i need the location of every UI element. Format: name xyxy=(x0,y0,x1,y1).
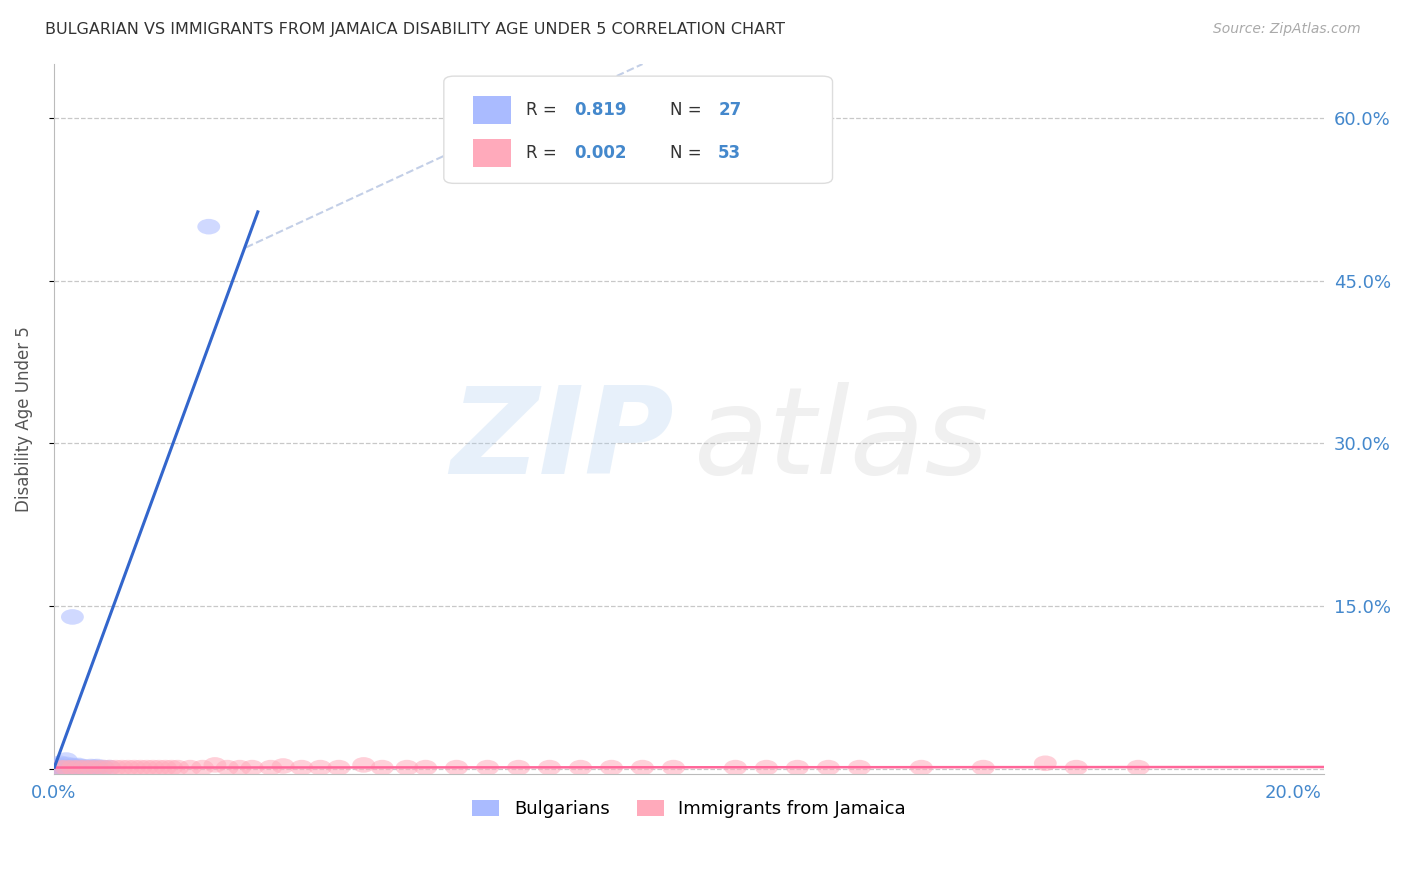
FancyBboxPatch shape xyxy=(472,138,512,167)
Ellipse shape xyxy=(972,760,995,775)
Y-axis label: Disability Age Under 5: Disability Age Under 5 xyxy=(15,326,32,512)
Ellipse shape xyxy=(80,759,103,774)
Ellipse shape xyxy=(129,760,152,775)
Ellipse shape xyxy=(60,609,84,624)
Text: N =: N = xyxy=(669,144,707,161)
Text: 0.819: 0.819 xyxy=(575,101,627,120)
Ellipse shape xyxy=(55,756,77,772)
Ellipse shape xyxy=(104,760,127,775)
Ellipse shape xyxy=(166,760,190,775)
Ellipse shape xyxy=(73,760,96,775)
Ellipse shape xyxy=(1126,760,1150,775)
Ellipse shape xyxy=(80,760,103,775)
Ellipse shape xyxy=(67,759,90,774)
Ellipse shape xyxy=(55,759,77,775)
Ellipse shape xyxy=(786,760,808,775)
Ellipse shape xyxy=(600,760,623,775)
Text: 53: 53 xyxy=(718,144,741,161)
Ellipse shape xyxy=(197,219,221,235)
Ellipse shape xyxy=(52,760,75,775)
Text: R =: R = xyxy=(526,144,562,161)
Ellipse shape xyxy=(160,760,183,775)
Ellipse shape xyxy=(328,760,350,775)
Ellipse shape xyxy=(98,760,121,775)
Ellipse shape xyxy=(724,760,747,775)
Ellipse shape xyxy=(271,758,294,773)
Text: 0.002: 0.002 xyxy=(575,144,627,161)
Ellipse shape xyxy=(217,760,239,775)
Ellipse shape xyxy=(1064,760,1088,775)
Ellipse shape xyxy=(49,757,72,773)
Ellipse shape xyxy=(91,760,115,775)
Ellipse shape xyxy=(290,760,314,775)
Ellipse shape xyxy=(67,757,90,773)
Ellipse shape xyxy=(86,759,108,774)
FancyBboxPatch shape xyxy=(444,76,832,184)
Ellipse shape xyxy=(569,760,592,775)
Text: 27: 27 xyxy=(718,101,741,120)
Ellipse shape xyxy=(49,760,72,775)
Ellipse shape xyxy=(55,752,77,768)
Ellipse shape xyxy=(153,760,177,775)
Ellipse shape xyxy=(910,760,932,775)
Ellipse shape xyxy=(60,760,84,775)
Ellipse shape xyxy=(135,760,159,775)
Ellipse shape xyxy=(817,760,839,775)
Ellipse shape xyxy=(1033,756,1057,771)
Ellipse shape xyxy=(45,759,69,774)
Ellipse shape xyxy=(86,760,108,775)
Ellipse shape xyxy=(122,760,146,775)
Ellipse shape xyxy=(508,760,530,775)
Ellipse shape xyxy=(191,760,214,775)
Ellipse shape xyxy=(98,760,121,775)
Ellipse shape xyxy=(55,760,77,775)
Text: ZIP: ZIP xyxy=(450,382,673,499)
Ellipse shape xyxy=(60,759,84,774)
Ellipse shape xyxy=(179,760,201,775)
Ellipse shape xyxy=(60,757,84,773)
Ellipse shape xyxy=(228,760,252,775)
Ellipse shape xyxy=(240,760,263,775)
Ellipse shape xyxy=(86,760,108,775)
Ellipse shape xyxy=(631,760,654,775)
Ellipse shape xyxy=(848,760,870,775)
Ellipse shape xyxy=(55,760,77,775)
Ellipse shape xyxy=(755,760,778,775)
Legend: Bulgarians, Immigrants from Jamaica: Bulgarians, Immigrants from Jamaica xyxy=(465,793,912,825)
Ellipse shape xyxy=(446,760,468,775)
Text: R =: R = xyxy=(526,101,562,120)
Ellipse shape xyxy=(60,760,84,775)
Ellipse shape xyxy=(80,760,103,775)
Ellipse shape xyxy=(148,760,170,775)
Text: atlas: atlas xyxy=(693,382,988,499)
Text: N =: N = xyxy=(669,101,707,120)
Ellipse shape xyxy=(117,760,139,775)
Ellipse shape xyxy=(204,757,226,772)
Ellipse shape xyxy=(477,760,499,775)
Ellipse shape xyxy=(142,760,165,775)
FancyBboxPatch shape xyxy=(472,96,512,124)
Ellipse shape xyxy=(111,760,134,775)
Ellipse shape xyxy=(353,757,375,772)
Ellipse shape xyxy=(538,760,561,775)
Ellipse shape xyxy=(259,760,283,775)
Ellipse shape xyxy=(395,760,419,775)
Ellipse shape xyxy=(49,756,72,771)
Text: BULGARIAN VS IMMIGRANTS FROM JAMAICA DISABILITY AGE UNDER 5 CORRELATION CHART: BULGARIAN VS IMMIGRANTS FROM JAMAICA DIS… xyxy=(45,22,785,37)
Ellipse shape xyxy=(67,760,90,775)
Ellipse shape xyxy=(67,760,90,775)
Ellipse shape xyxy=(662,760,685,775)
Ellipse shape xyxy=(73,759,96,775)
Ellipse shape xyxy=(49,760,72,776)
Text: Source: ZipAtlas.com: Source: ZipAtlas.com xyxy=(1213,22,1361,37)
Ellipse shape xyxy=(309,760,332,775)
Ellipse shape xyxy=(49,760,72,775)
Ellipse shape xyxy=(91,760,115,775)
Ellipse shape xyxy=(415,760,437,775)
Ellipse shape xyxy=(49,760,72,776)
Ellipse shape xyxy=(371,760,394,775)
Ellipse shape xyxy=(73,760,96,775)
